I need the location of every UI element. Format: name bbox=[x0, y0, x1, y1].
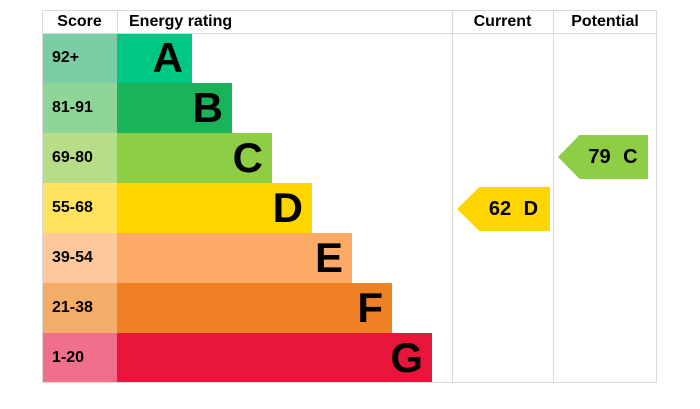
score-range-c: 69-80 bbox=[42, 133, 117, 183]
potential-rating-arrow: 79 C bbox=[558, 135, 648, 179]
column-header-potential: Potential bbox=[571, 13, 639, 30]
band-row-f: 21-38 F bbox=[42, 283, 657, 333]
epc-table: 92+ A 81-91 B 69-80 C 55-68 D 39-54 E 21… bbox=[42, 10, 657, 383]
band-rows: 92+ A 81-91 B 69-80 C 55-68 D 39-54 E 21… bbox=[42, 33, 657, 383]
band-bar-a: A bbox=[117, 33, 192, 83]
column-header-current: Current bbox=[473, 13, 532, 30]
table-right-border bbox=[656, 10, 657, 383]
column-header-energy-rating: Energy rating bbox=[129, 13, 233, 30]
score-range-f: 21-38 bbox=[42, 283, 117, 333]
band-bar-g: G bbox=[117, 333, 432, 383]
potential-column-divider bbox=[553, 10, 554, 383]
band-row-d: 55-68 D bbox=[42, 183, 657, 233]
band-row-a: 92+ A bbox=[42, 33, 657, 83]
potential-rating-label: 79 C bbox=[588, 145, 638, 168]
table-bottom-border bbox=[42, 382, 657, 383]
band-row-c: 69-80 C bbox=[42, 133, 657, 183]
current-column-divider bbox=[452, 10, 453, 383]
band-bar-b: B bbox=[117, 83, 232, 133]
score-range-g: 1-20 bbox=[42, 333, 117, 383]
table-left-border bbox=[42, 10, 43, 383]
score-range-e: 39-54 bbox=[42, 233, 117, 283]
score-column-divider bbox=[117, 10, 118, 33]
band-row-g: 1-20 G bbox=[42, 333, 657, 383]
current-rating-label: 62 D bbox=[488, 197, 539, 220]
header-bottom-border bbox=[42, 33, 657, 34]
current-rating-arrow: 62 D bbox=[457, 187, 550, 231]
band-row-b: 81-91 B bbox=[42, 83, 657, 133]
score-range-a: 92+ bbox=[42, 33, 117, 83]
score-range-d: 55-68 bbox=[42, 183, 117, 233]
band-bar-f: F bbox=[117, 283, 392, 333]
band-bar-d: D bbox=[117, 183, 312, 233]
column-header-score: Score bbox=[57, 13, 102, 30]
band-bar-e: E bbox=[117, 233, 352, 283]
band-row-e: 39-54 E bbox=[42, 233, 657, 283]
table-top-border bbox=[42, 10, 657, 11]
score-range-b: 81-91 bbox=[42, 83, 117, 133]
band-bar-c: C bbox=[117, 133, 272, 183]
